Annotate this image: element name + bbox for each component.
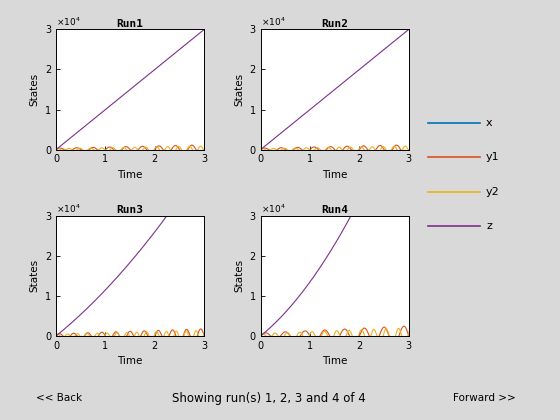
X-axis label: Time: Time	[118, 357, 143, 366]
X-axis label: Time: Time	[322, 357, 347, 366]
Text: $\times10^{4}$: $\times10^{4}$	[56, 202, 81, 215]
Text: z: z	[486, 221, 492, 231]
Text: $\times10^{4}$: $\times10^{4}$	[260, 202, 285, 215]
Text: $\times10^{4}$: $\times10^{4}$	[56, 16, 81, 28]
Y-axis label: States: States	[29, 259, 39, 292]
Y-axis label: States: States	[234, 259, 244, 292]
Title: Run1: Run1	[116, 18, 143, 29]
Title: Run4: Run4	[321, 205, 348, 215]
Text: << Back: << Back	[36, 393, 82, 403]
Text: x: x	[486, 118, 493, 128]
X-axis label: Time: Time	[118, 170, 143, 180]
Text: Showing run(s) 1, 2, 3 and 4 of 4: Showing run(s) 1, 2, 3 and 4 of 4	[172, 392, 366, 404]
Text: y1: y1	[486, 152, 500, 163]
Y-axis label: States: States	[29, 73, 39, 106]
Y-axis label: States: States	[234, 73, 244, 106]
Text: $\times10^{4}$: $\times10^{4}$	[260, 16, 285, 28]
Title: Run3: Run3	[116, 205, 143, 215]
Title: Run2: Run2	[321, 18, 348, 29]
Text: Forward >>: Forward >>	[453, 393, 516, 403]
X-axis label: Time: Time	[322, 170, 347, 180]
Text: y2: y2	[486, 186, 500, 197]
